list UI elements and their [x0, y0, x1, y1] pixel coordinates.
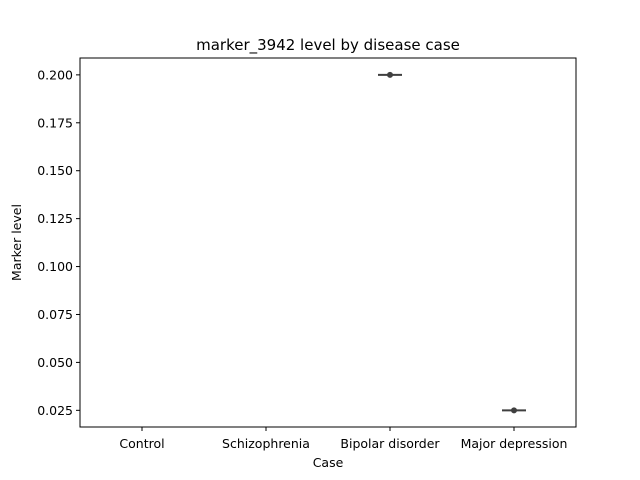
box-point: [387, 71, 393, 78]
box-marks: [378, 71, 526, 414]
y-tick-label: 0.075: [37, 307, 73, 322]
y-tick-label: 0.150: [37, 163, 73, 178]
x-tick-label: Bipolar disorder: [340, 436, 440, 451]
box-point: [511, 407, 517, 414]
y-tick-label: 0.100: [37, 259, 73, 274]
plot-area-frame: [79, 57, 577, 428]
y-tick-label: 0.125: [37, 211, 73, 226]
y-tick-label: 0.200: [37, 67, 73, 82]
x-axis-ticks: Control Schizophrenia Bipolar disorder Majo…: [119, 427, 567, 451]
y-tick-label: 0.025: [37, 403, 73, 418]
y-axis-ticks: 0.025 0.050 0.075 0.100 0.125 0.150 0.175 0.200: [37, 67, 80, 418]
x-tick-label: Schizophrenia: [222, 436, 310, 451]
chart-title: marker_3942 level by disease case: [196, 36, 460, 55]
x-tick-label: Major depression: [461, 436, 568, 451]
y-axis-title: Marker level: [9, 204, 24, 281]
x-axis-title: Case: [313, 455, 344, 470]
x-tick-label: Control: [119, 436, 164, 451]
y-tick-label: 0.050: [37, 355, 73, 370]
y-tick-label: 0.175: [37, 115, 73, 130]
